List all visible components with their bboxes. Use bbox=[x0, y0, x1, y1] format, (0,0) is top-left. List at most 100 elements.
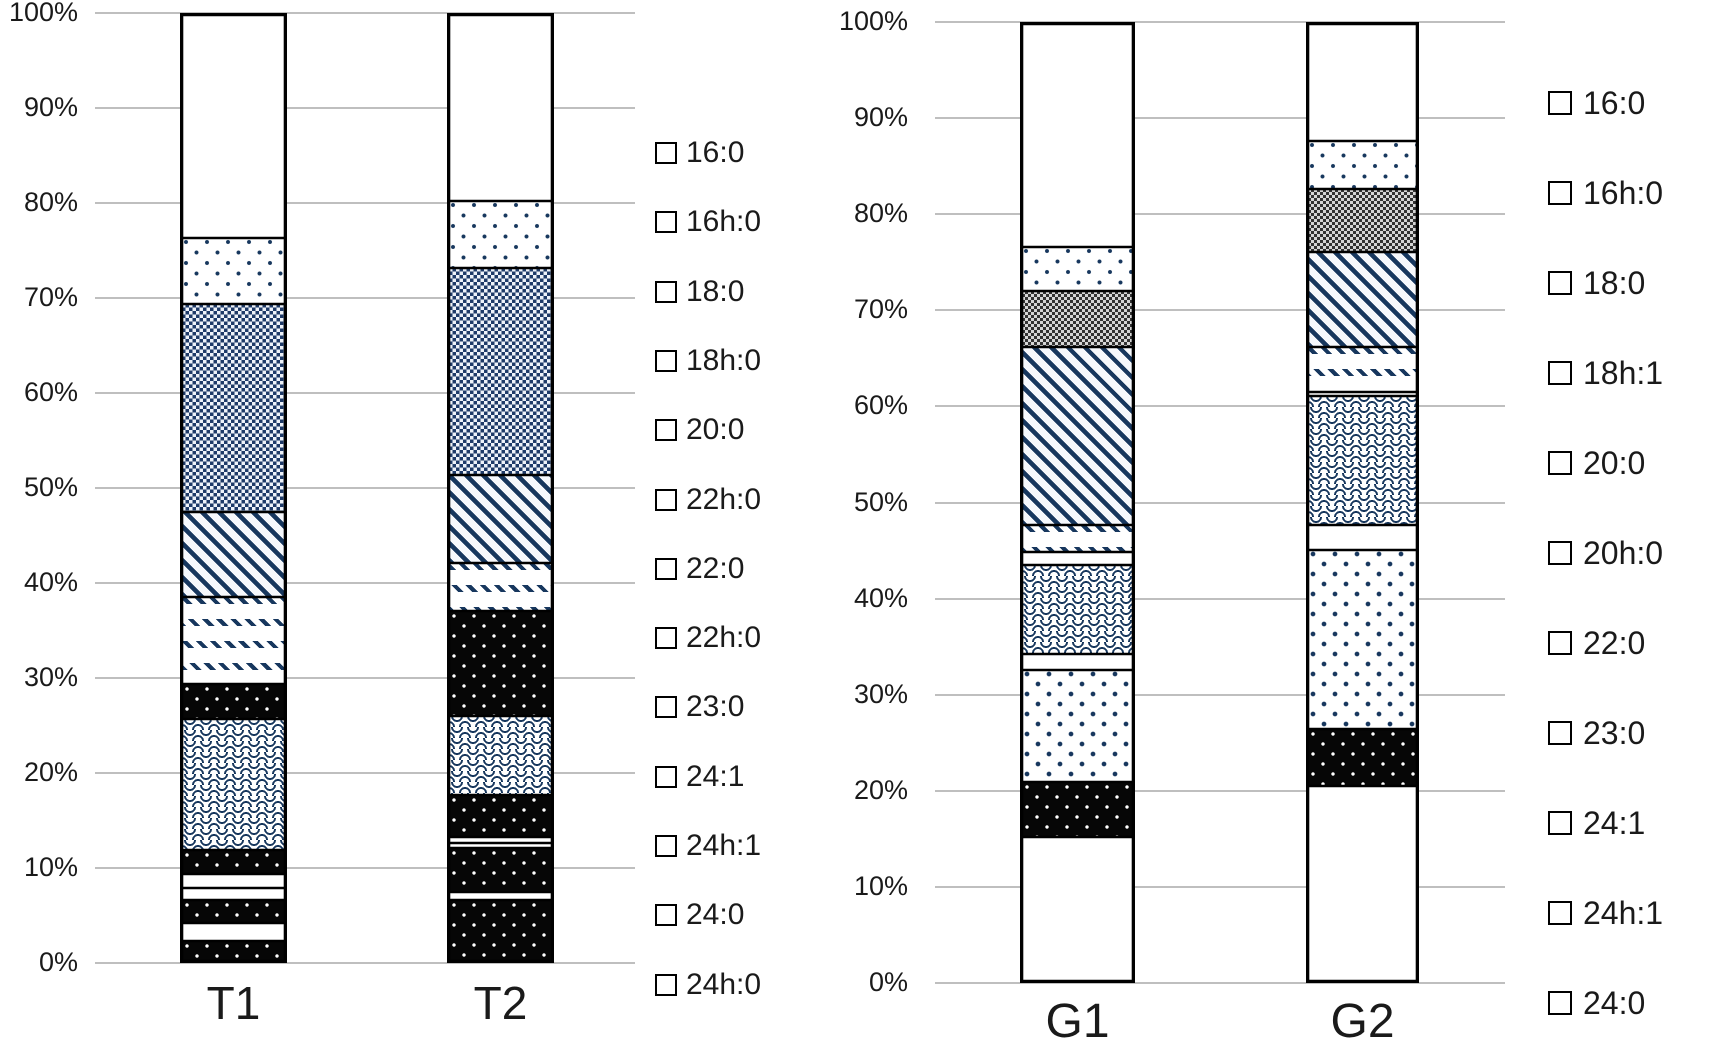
segment-T1-24:1 bbox=[182, 888, 285, 900]
y-axis-tick-label: 50% bbox=[23, 471, 78, 502]
legend-label: 24h:1 bbox=[686, 829, 762, 862]
legend-entry-24:1: 24:1 bbox=[1548, 807, 1645, 839]
segment-G2-18:0 bbox=[1308, 188, 1417, 252]
legend-swatch-dots-icon bbox=[655, 211, 677, 234]
legend-entry-20:0: 20:0 bbox=[1548, 447, 1645, 479]
segment-G1-24:1 bbox=[1022, 669, 1133, 782]
segment-T2-24h:0 bbox=[449, 899, 552, 961]
y-axis-tick-label: 70% bbox=[23, 281, 78, 312]
segment-T2-22h:0 bbox=[449, 795, 552, 838]
legend-swatch-black-dots-icon bbox=[1548, 901, 1572, 925]
segment-G1-23:0 bbox=[1022, 653, 1133, 670]
y-axis-tick-label: 40% bbox=[853, 582, 908, 613]
y-axis-tick-label: 10% bbox=[23, 851, 78, 882]
gridline bbox=[95, 582, 635, 584]
legend-entry-24h:1: 24h:1 bbox=[655, 831, 761, 861]
gridline bbox=[95, 677, 635, 679]
legend-swatch-white-icon bbox=[655, 765, 677, 788]
legend-entry-23:0: 23:0 bbox=[655, 692, 744, 722]
legend-entry-18:0: 18:0 bbox=[1548, 267, 1645, 299]
legend-swatch-white-icon bbox=[655, 142, 677, 164]
legend-swatch-dots-icon bbox=[1548, 181, 1572, 205]
gridline bbox=[935, 405, 1505, 408]
segment-T2-23:0 bbox=[449, 837, 552, 843]
segment-T1-24h:1 bbox=[182, 899, 285, 924]
gridline bbox=[935, 21, 1505, 23]
segment-G2-24h:1 bbox=[1308, 729, 1417, 786]
y-axis-tick-label: 10% bbox=[853, 870, 908, 901]
y-axis-tick-label: 100% bbox=[8, 0, 78, 27]
segment-G2-20:0 bbox=[1308, 346, 1417, 393]
legend-label: 24:0 bbox=[1583, 985, 1646, 1021]
legend-label: 24h:1 bbox=[1583, 895, 1664, 931]
segment-G2-23:0 bbox=[1308, 525, 1417, 551]
gridline bbox=[95, 202, 635, 204]
category-label-G2: G2 bbox=[1330, 995, 1395, 1048]
segment-G2-18h:1 bbox=[1308, 251, 1417, 347]
legend-swatch-waves-icon bbox=[1548, 631, 1572, 655]
legend-label: 16:0 bbox=[1583, 85, 1646, 121]
legend-swatch-white-icon bbox=[1548, 541, 1572, 565]
legend-entry-24:0: 24:0 bbox=[655, 900, 744, 930]
gridline bbox=[95, 867, 635, 869]
segment-G1-22:0 bbox=[1022, 564, 1133, 654]
legend-label: 18h:0 bbox=[686, 343, 762, 377]
gridline bbox=[95, 107, 635, 109]
legend-entry-23:0: 23:0 bbox=[1548, 717, 1645, 749]
legend-label: 24:0 bbox=[686, 898, 745, 932]
legend-label: 18:0 bbox=[1583, 265, 1646, 301]
legend-label: 24:1 bbox=[686, 759, 745, 793]
y-axis-tick-label: 60% bbox=[853, 390, 908, 421]
legend-entry-20:0: 20:0 bbox=[655, 415, 744, 445]
segment-T1-18h:0 bbox=[182, 511, 285, 597]
y-axis-tick-label: 50% bbox=[853, 486, 908, 517]
legend-entry-16h:0: 16h:0 bbox=[1548, 177, 1663, 209]
segment-G2-22:0 bbox=[1308, 396, 1417, 526]
segment-T2-16h:0 bbox=[449, 201, 552, 268]
bar-T2 bbox=[447, 13, 554, 963]
legend-swatch-dash-rows-icon bbox=[1548, 451, 1572, 475]
legend-label: 16h:0 bbox=[686, 205, 762, 239]
y-axis-tick-label: 90% bbox=[23, 91, 78, 122]
segment-T1-16:0 bbox=[182, 15, 285, 239]
legend-entry-22:0: 22:0 bbox=[655, 551, 745, 585]
bar-G1 bbox=[1020, 22, 1135, 983]
legend-entry-24:0: 24:0 bbox=[1548, 987, 1645, 1019]
segment-G1-24h:1 bbox=[1022, 781, 1133, 837]
segment-T1-23:0 bbox=[182, 873, 285, 889]
segment-G1-20:0 bbox=[1022, 525, 1133, 553]
segment-G2-16:0 bbox=[1308, 24, 1417, 141]
legend-label: 22:0 bbox=[1583, 625, 1646, 661]
legend-label: 22:0 bbox=[686, 551, 745, 585]
gridline bbox=[95, 392, 635, 394]
legend-entry-18:0: 18:0 bbox=[655, 274, 745, 308]
y-axis-tick-label: 80% bbox=[23, 186, 78, 217]
segment-T2-22h:0 bbox=[449, 611, 552, 716]
legend-swatch-white-icon bbox=[655, 904, 677, 927]
gridline bbox=[935, 982, 1505, 984]
y-axis-tick-label: 60% bbox=[23, 376, 78, 407]
segment-G1-24:0 bbox=[1022, 836, 1133, 981]
legend-label: 23:0 bbox=[686, 690, 745, 724]
segment-T1-24:0 bbox=[182, 923, 285, 942]
legend-entry-22:0: 22:0 bbox=[1548, 627, 1645, 659]
bar-G2 bbox=[1306, 22, 1419, 983]
legend-label: 24h:0 bbox=[686, 967, 762, 1001]
gridline bbox=[935, 213, 1505, 216]
gridline bbox=[935, 789, 1505, 792]
legend-entry-18h:1: 18h:1 bbox=[1548, 357, 1663, 389]
legend-swatch-dash-rows-icon bbox=[655, 419, 677, 442]
segment-T2-24:1 bbox=[449, 842, 552, 849]
category-label-T2: T2 bbox=[473, 977, 528, 1029]
segment-G1-16h:0 bbox=[1022, 247, 1133, 292]
legend-swatch-chevron-dots-icon bbox=[1548, 811, 1572, 835]
gridline bbox=[935, 501, 1505, 504]
legend-label: 24:1 bbox=[1583, 805, 1646, 841]
segment-T2-16:0 bbox=[449, 15, 552, 202]
segment-T2-18:0 bbox=[449, 267, 552, 475]
segment-G2-16h:0 bbox=[1308, 140, 1417, 189]
segment-G1-18:0 bbox=[1022, 291, 1133, 348]
legend-label: 18:0 bbox=[686, 274, 745, 308]
